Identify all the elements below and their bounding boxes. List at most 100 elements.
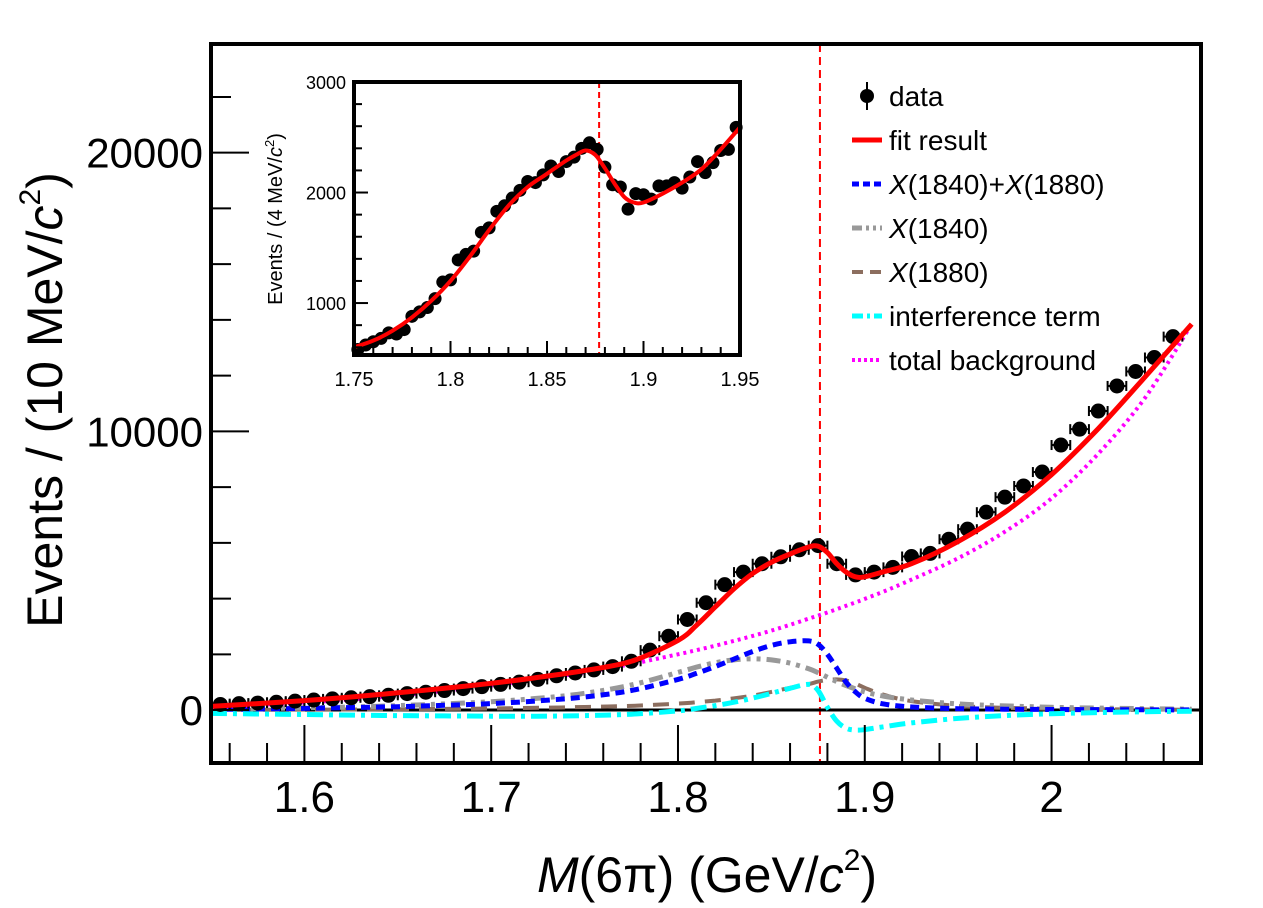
inset-y-tick-label: 2000	[306, 184, 346, 204]
x-axis-title-arg: (6π)	[579, 847, 675, 903]
curve-bkg	[210, 323, 1194, 710]
inset-y-axis-title: Events / (4 MeV/c2)	[262, 133, 287, 305]
inset-data-marker	[691, 155, 705, 169]
legend-label-part: X	[1004, 169, 1025, 200]
curve-sum	[210, 638, 1192, 713]
curve-x1880	[210, 677, 1192, 712]
y-tick-label: 10000	[86, 408, 203, 455]
inset-x-tick-label: 1.85	[528, 369, 567, 391]
inset-y-axis-title-sup: 2	[262, 140, 277, 147]
fit-layer	[210, 322, 1194, 709]
data-marker	[661, 628, 677, 644]
legend-item-interf: interference term	[852, 301, 1101, 332]
data-point	[1106, 378, 1128, 394]
curve-interf	[210, 681, 1192, 733]
data-point	[695, 595, 717, 611]
inset-curves	[353, 125, 742, 350]
inset-y-axis-title-close: )	[265, 133, 287, 140]
legend-label: X(1880)	[888, 257, 989, 288]
main-x-tick-labels: 1.6 1.7 1.8 1.9 2	[274, 773, 1064, 822]
x-axis-title: M(6π) (GeV/c2)	[537, 844, 877, 903]
data-point	[1050, 437, 1072, 453]
x-tick-label: 1.9	[834, 773, 895, 822]
legend-label: fit result	[889, 125, 987, 156]
inset-y-tick-label: 3000	[306, 73, 346, 93]
inset-y-axis-title-text: Events / (4 MeV/	[265, 157, 287, 305]
inset-y-axis-title-c: c	[265, 147, 287, 157]
data-point	[658, 628, 679, 644]
data-marker	[698, 595, 714, 611]
y-axis-title: Events / (10 MeV/c2)	[14, 172, 73, 628]
legend-label-part: (1880)	[1024, 169, 1105, 200]
main-plot-frame	[209, 42, 1203, 765]
legend-label: data	[889, 81, 944, 112]
legend-label-part: X	[888, 257, 909, 288]
main-y-tick-labels: 0 10000 20000	[86, 130, 203, 734]
x-axis-title-c: c	[819, 847, 844, 903]
data-marker	[679, 611, 695, 627]
legend-label: interference term	[889, 301, 1101, 332]
legend-label: X(1840)+X(1880)	[888, 169, 1105, 200]
data-point	[1013, 478, 1034, 494]
y-tick-label: 0	[180, 687, 203, 734]
data-marker	[717, 577, 733, 593]
x-tick-label: 1.6	[274, 773, 335, 822]
data-marker	[1072, 421, 1088, 437]
inset-x-tick-label: 1.95	[721, 369, 760, 391]
x-axis-title-var: M	[537, 847, 579, 903]
data-marker	[978, 504, 994, 520]
legend-label-part: (1840)	[908, 213, 989, 244]
data-point	[1125, 363, 1146, 379]
data-marker	[1053, 437, 1069, 453]
inset-data-marker	[621, 202, 635, 216]
inset-data-marker	[420, 300, 434, 314]
data-point	[994, 489, 1016, 505]
data-marker	[1034, 464, 1050, 480]
legend-marker-icon	[860, 89, 874, 103]
inset-x-tick-label: 1.8	[437, 369, 465, 391]
inset-x-tick-label: 1.75	[335, 369, 374, 391]
legend-label: total background	[889, 345, 1096, 376]
curve-fit	[210, 322, 1194, 709]
main-curves	[210, 323, 1194, 733]
data-point	[1069, 421, 1090, 437]
x-tick-label: 1.8	[647, 773, 708, 822]
inset-data-marker	[513, 183, 527, 197]
main-axis-ticks	[211, 95, 1165, 763]
inset-x-tick-labels: 1.75 1.8 1.85 1.9 1.95	[335, 369, 760, 391]
data-point	[975, 504, 997, 520]
x-axis-title-sup: 2	[844, 844, 861, 877]
data-point	[676, 611, 698, 627]
inset-y-tick-labels: 1000 2000 3000	[306, 73, 346, 314]
x-tick-label: 2	[1039, 773, 1063, 822]
data-marker	[1090, 403, 1106, 419]
inset-y-tick-label: 1000	[306, 294, 346, 314]
data-marker	[997, 489, 1013, 505]
y-axis-title-text: Events / (10 MeV/	[17, 230, 73, 627]
legend-label-part: (1840)+	[908, 169, 1005, 200]
x-axis-title-unit: (GeV/	[674, 847, 819, 903]
y-axis-title-sup: 2	[14, 189, 47, 206]
inset-curve-fit	[353, 125, 742, 350]
data-point	[714, 577, 736, 593]
legend-label-part: X	[888, 213, 909, 244]
legend-item-bkg: total background	[852, 345, 1096, 376]
legend-item-x1880: X(1880)	[852, 257, 989, 288]
data-point	[1087, 403, 1109, 419]
inset-plot-frame	[352, 80, 742, 357]
legend-item-sum: X(1840)+X(1880)	[852, 169, 1105, 200]
data-marker	[1109, 378, 1125, 394]
y-axis-title-close: )	[17, 172, 73, 189]
inset-x-tick-label: 1.9	[630, 369, 658, 391]
legend-label: X(1840)	[888, 213, 989, 244]
y-axis-title-c: c	[17, 205, 73, 230]
data-marker	[1016, 478, 1032, 494]
x-tick-label: 1.7	[461, 773, 522, 822]
legend-item-fit: fit result	[852, 125, 987, 156]
x-axis-title-close: )	[860, 847, 877, 903]
y-tick-label: 20000	[86, 130, 203, 177]
data-marker	[1128, 363, 1144, 379]
inset-plot: 1.75 1.8 1.85 1.9 1.95 1000 2000 3000 Events /…	[262, 73, 759, 391]
legend-label-part: X	[888, 169, 909, 200]
